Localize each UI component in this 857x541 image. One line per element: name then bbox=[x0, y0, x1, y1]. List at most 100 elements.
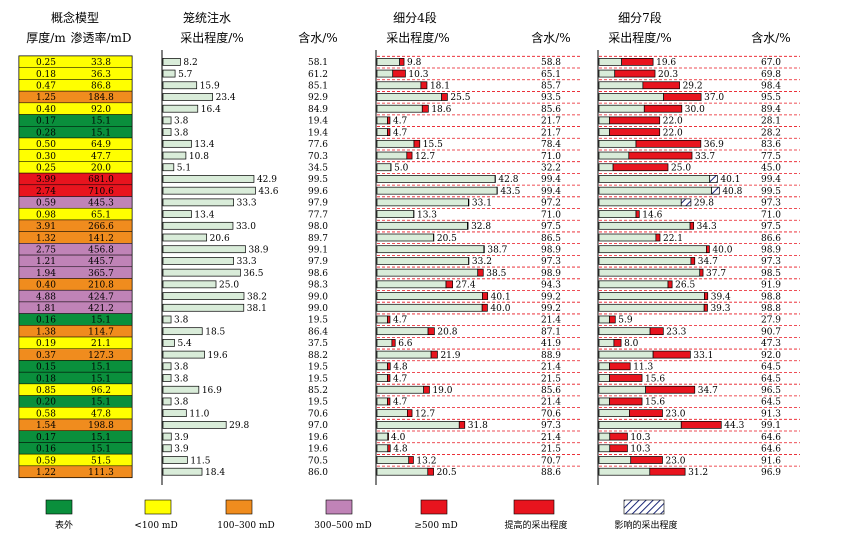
baseline-recovery-bar bbox=[598, 233, 657, 242]
watercut-value-label: 83.6 bbox=[761, 140, 781, 150]
watercut-value-label: 97.5 bbox=[761, 222, 781, 232]
watercut-value-label: 99.4 bbox=[541, 187, 561, 197]
baseline-recovery-bar bbox=[598, 221, 691, 230]
recovery-value-label: 19.6 bbox=[208, 351, 228, 361]
improved-recovery-segment bbox=[413, 139, 421, 148]
recovery-value-label: 15.6 bbox=[645, 398, 665, 408]
recovery-bar bbox=[376, 175, 496, 183]
watercut-value-label: 99.5 bbox=[308, 175, 328, 185]
baseline-recovery-bar bbox=[598, 116, 610, 125]
improved-recovery-segment bbox=[609, 374, 643, 382]
recovery-value-label: 10.8 bbox=[189, 152, 209, 162]
baseline-recovery-bar bbox=[598, 432, 611, 441]
baseline-recovery-bar bbox=[598, 163, 614, 172]
improved-recovery-segment bbox=[391, 339, 396, 347]
permeability-cell: 424.7 bbox=[88, 292, 114, 302]
baseline-recovery-bar bbox=[598, 104, 645, 113]
recovery-value-label: 8.0 bbox=[624, 339, 639, 349]
watercut-value-label: 88.9 bbox=[541, 351, 561, 361]
thickness-cell: 0.59 bbox=[36, 199, 56, 209]
recovery-value-label: 11.0 bbox=[189, 409, 209, 419]
watercut-value-label: 97.3 bbox=[761, 199, 781, 209]
improved-recovery-segment bbox=[703, 303, 708, 312]
watercut-value-label: 98.0 bbox=[308, 222, 328, 232]
watercut-value-label: 47.3 bbox=[761, 339, 781, 349]
recovery-value-label: 12.7 bbox=[415, 409, 435, 419]
improved-recovery-segment bbox=[477, 268, 484, 277]
recovery-value-label: 29.8 bbox=[229, 421, 249, 431]
watercut-value-label: 97.0 bbox=[308, 421, 328, 431]
recovery-value-label: 11.3 bbox=[633, 363, 653, 373]
watercut-value-label: 84.9 bbox=[308, 105, 328, 115]
recovery-value-label: 38.1 bbox=[247, 304, 267, 314]
watercut-value-label: 97.5 bbox=[541, 222, 561, 232]
improved-recovery-segment bbox=[699, 268, 704, 277]
watercut-value-label: 61.2 bbox=[308, 70, 328, 80]
permeability-cell: 36.3 bbox=[91, 70, 111, 80]
watercut-value-label: 27.9 bbox=[761, 316, 781, 326]
thickness-cell: 0.17 bbox=[36, 117, 56, 127]
recovery-value-label: 33.7 bbox=[695, 152, 715, 162]
watercut-value-label: 99.0 bbox=[308, 292, 328, 302]
watercut-value-label: 87.1 bbox=[541, 327, 561, 337]
recovery-value-label: 40.8 bbox=[722, 187, 742, 197]
watercut-value-label: 19.4 bbox=[308, 117, 328, 127]
recovery-bar bbox=[598, 175, 711, 183]
watercut-value-label: 45.0 bbox=[761, 164, 781, 174]
baseline-recovery-bar bbox=[598, 456, 632, 464]
recovery-bar bbox=[162, 456, 188, 464]
baseline-recovery-bar bbox=[598, 421, 682, 429]
thickness-cell: 0.30 bbox=[36, 152, 56, 162]
watercut-value-label: 58.1 bbox=[308, 58, 328, 68]
thickness-cell: 0.16 bbox=[36, 445, 56, 455]
legend-label-lt100: <100 mD bbox=[134, 521, 177, 531]
recovery-value-label: 32.8 bbox=[471, 222, 491, 232]
recovery-value-label: 10.3 bbox=[408, 70, 428, 80]
panel3-recovery-header: 采出程度/% bbox=[608, 30, 671, 45]
thickness-cell: 0.85 bbox=[36, 386, 56, 396]
legend-swatch-ge500 bbox=[420, 499, 448, 515]
watercut-value-label: 71.0 bbox=[541, 210, 561, 220]
watercut-value-label: 64.5 bbox=[761, 374, 781, 384]
recovery-value-label: 20.5 bbox=[437, 468, 457, 478]
watercut-value-label: 78.4 bbox=[541, 140, 561, 150]
recovery-bar bbox=[162, 58, 181, 66]
recovery-value-label: 5.1 bbox=[177, 164, 191, 174]
recovery-value-label: 36.9 bbox=[704, 140, 724, 150]
watercut-value-label: 64.6 bbox=[761, 433, 781, 443]
affected-recovery-segment bbox=[709, 175, 718, 183]
recovery-value-label: 15.6 bbox=[645, 374, 665, 384]
model-panel-title: 概念模型 bbox=[51, 10, 99, 25]
improved-recovery-segment bbox=[652, 350, 691, 359]
legend-swatch-100-300 bbox=[225, 499, 253, 515]
affected-recovery-segment bbox=[483, 245, 485, 254]
recovery-value-label: 34.7 bbox=[698, 257, 718, 267]
recovery-value-label: 3.9 bbox=[174, 445, 189, 455]
recovery-value-label: 13.3 bbox=[417, 210, 437, 220]
recovery-value-label: 42.9 bbox=[257, 175, 277, 185]
baseline-recovery-bar bbox=[376, 432, 389, 441]
improved-recovery-segment bbox=[387, 315, 391, 324]
baseline-recovery-bar bbox=[598, 280, 669, 289]
recovery-bar bbox=[162, 128, 172, 136]
thickness-cell: 0.18 bbox=[36, 70, 56, 80]
legend-swatch-improved bbox=[513, 499, 555, 515]
recovery-value-label: 43.6 bbox=[258, 187, 278, 197]
watercut-value-label: 85.6 bbox=[541, 105, 561, 115]
recovery-value-label: 20.3 bbox=[658, 70, 678, 80]
recovery-value-label: 23.4 bbox=[216, 93, 236, 103]
permeability-cell: 421.2 bbox=[88, 304, 114, 314]
watercut-value-label: 21.4 bbox=[541, 363, 561, 373]
watercut-value-label: 98.9 bbox=[541, 269, 561, 279]
baseline-recovery-bar bbox=[376, 104, 423, 113]
model-table: 0.25 33.8 0.18 36.3 0.47 86.8 1.25 184.8 0.40 92.… bbox=[18, 55, 133, 479]
improved-recovery-segment bbox=[387, 362, 391, 371]
thickness-cell: 0.40 bbox=[36, 105, 56, 115]
recovery-value-label: 3.8 bbox=[174, 316, 189, 326]
baseline-recovery-bar bbox=[376, 93, 442, 101]
permeability-cell: 21.1 bbox=[91, 339, 111, 349]
watercut-value-label: 91.3 bbox=[761, 409, 781, 419]
baseline-recovery-bar bbox=[376, 327, 429, 336]
affected-recovery-segment bbox=[680, 198, 692, 207]
